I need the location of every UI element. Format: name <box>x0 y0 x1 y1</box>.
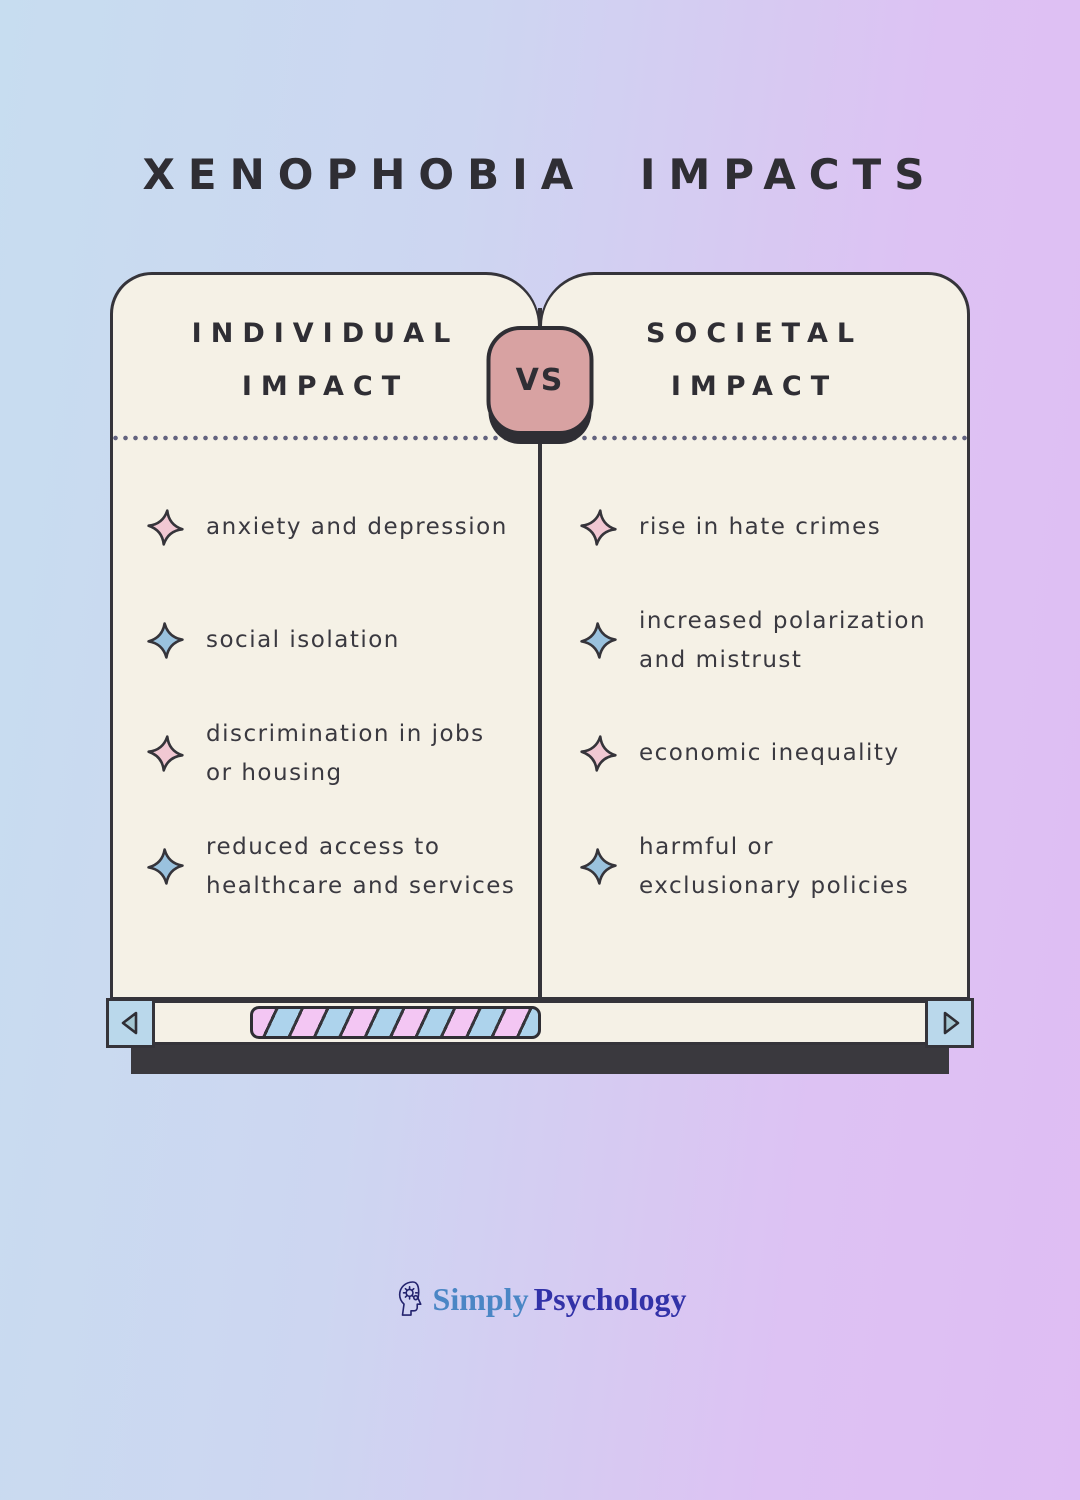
panel-header-line1: SOCIETAL <box>645 318 864 349</box>
page-title: XENOPHOBIA IMPACTS <box>142 150 938 199</box>
sparkle-icon <box>580 622 617 660</box>
list-item: economic inequality <box>580 697 951 810</box>
panel-societal-impact: SOCIETAL IMPACT rise in hate crimes incr… <box>540 272 970 1000</box>
brand-text-psychology: Psychology <box>533 1280 687 1317</box>
impact-list-individual: anxiety and depression social isolation … <box>113 441 538 923</box>
panel-header-line2: IMPACT <box>670 371 839 402</box>
list-item: discrimination in jobs or housing <box>147 697 522 810</box>
panel-header-line2: IMPACT <box>241 371 410 402</box>
panel-header-societal: SOCIETAL IMPACT <box>542 307 967 413</box>
item-text: anxiety and depression <box>206 514 508 541</box>
sparkle-icon <box>580 848 617 886</box>
brain-head-icon <box>398 1281 422 1316</box>
sparkle-icon <box>147 622 184 660</box>
sparkle-icon <box>580 735 617 773</box>
sparkle-icon <box>147 509 184 547</box>
panel-header-line1: INDIVIDUAL <box>191 318 460 349</box>
item-text: reduced access to healthcare and service… <box>206 833 516 899</box>
scrollbar-thumb[interactable] <box>250 1006 541 1039</box>
sparkle-icon <box>147 848 184 886</box>
dotted-divider <box>542 435 967 442</box>
center-divider <box>538 308 542 340</box>
item-text: harmful or exclusionary policies <box>639 833 910 899</box>
scroll-right-button[interactable] <box>925 998 974 1048</box>
list-item: social isolation <box>147 584 522 697</box>
sparkle-icon <box>580 509 617 547</box>
dotted-divider <box>113 435 538 442</box>
vs-badge: VS <box>486 326 594 435</box>
panel-header-individual: INDIVIDUAL IMPACT <box>113 307 538 413</box>
scrollbar-shadow <box>131 1044 949 1074</box>
scroll-left-arrow-icon <box>121 1011 137 1035</box>
item-text: rise in hate crimes <box>639 514 882 541</box>
list-item: increased polarization and mistrust <box>580 584 951 697</box>
scroll-left-button[interactable] <box>106 998 155 1048</box>
item-text: social isolation <box>206 627 400 654</box>
list-item: harmful or exclusionary policies <box>580 810 951 923</box>
list-item: reduced access to healthcare and service… <box>147 810 522 923</box>
item-text: discrimination in jobs or housing <box>206 720 485 786</box>
item-text: increased polarization and mistrust <box>639 607 927 673</box>
comparison-card: INDIVIDUAL IMPACT anxiety and depression… <box>110 272 970 1000</box>
list-item: rise in hate crimes <box>580 471 951 584</box>
scroll-right-arrow-icon <box>943 1011 959 1035</box>
vs-badge-label: VS <box>515 363 565 398</box>
scrollbar[interactable] <box>106 998 974 1048</box>
brand-logo: Simply Psychology <box>0 1280 1080 1318</box>
list-item: anxiety and depression <box>147 471 522 584</box>
impact-list-societal: rise in hate crimes increased polarizati… <box>542 441 967 923</box>
brand-text-simply: Simply <box>432 1280 529 1317</box>
sparkle-icon <box>147 735 184 773</box>
panel-individual-impact: INDIVIDUAL IMPACT anxiety and depression… <box>110 272 540 1000</box>
item-text: economic inequality <box>639 740 900 767</box>
